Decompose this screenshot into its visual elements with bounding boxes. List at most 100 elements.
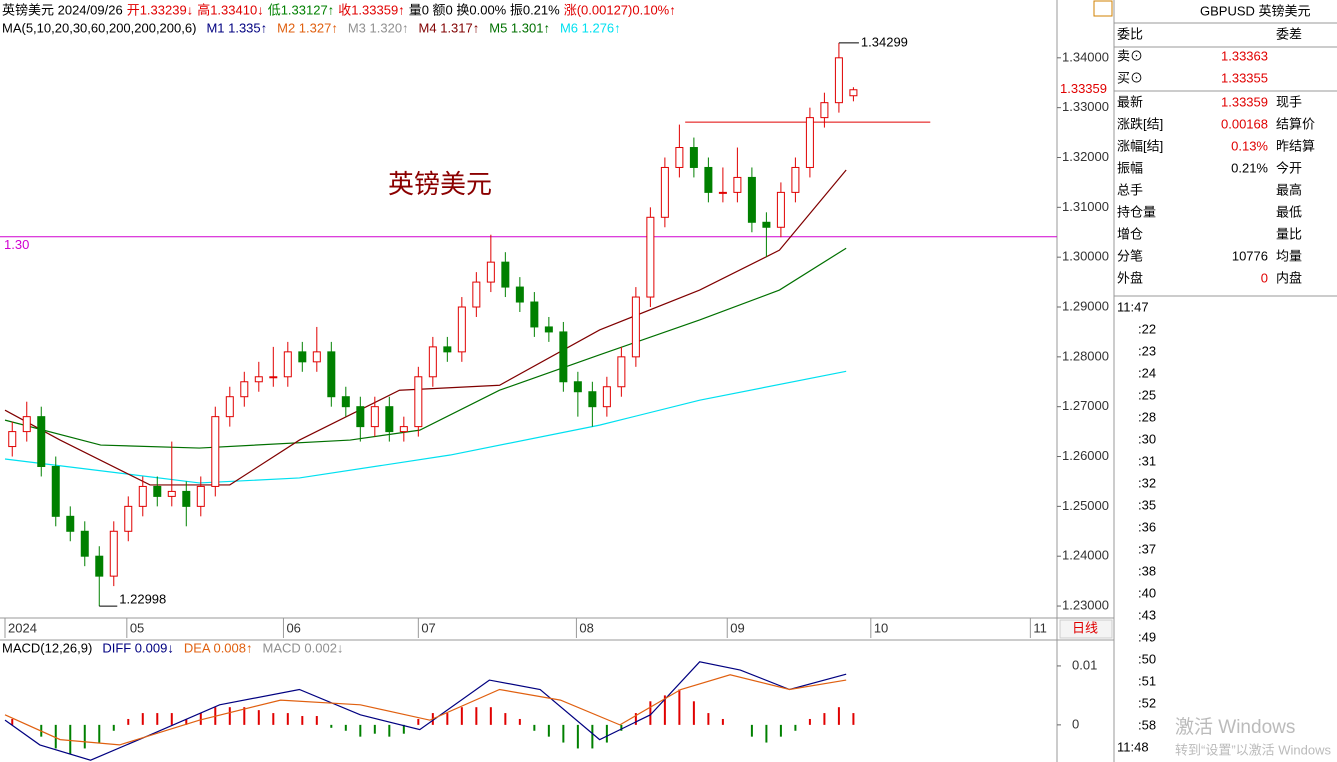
quote-label: 总手 bbox=[1117, 182, 1143, 197]
candle-body bbox=[95, 555, 104, 577]
x-tick-label: 05 bbox=[130, 620, 144, 635]
candle-body bbox=[559, 331, 568, 383]
macd-tick-label: 0 bbox=[1072, 716, 1079, 731]
candle-body bbox=[457, 306, 466, 353]
period-button[interactable] bbox=[1059, 619, 1113, 639]
dea-line bbox=[4, 674, 847, 746]
quote-label-2: 均量 bbox=[1276, 248, 1302, 263]
candle-body bbox=[776, 191, 785, 228]
candle-body bbox=[544, 326, 553, 333]
candle-body bbox=[733, 176, 742, 193]
y-tick-label: 1.33000 bbox=[1062, 99, 1109, 114]
macd-tick-label: 0.01 bbox=[1072, 657, 1097, 672]
candle-body bbox=[298, 351, 307, 363]
quote-value: 0.13% bbox=[1231, 138, 1268, 153]
diff-line bbox=[4, 661, 847, 761]
tick-time: :25 bbox=[1138, 387, 1156, 402]
candle-body bbox=[399, 426, 408, 433]
quote-label-2: 量比 bbox=[1276, 226, 1302, 241]
quote-label-2: 结算价 bbox=[1276, 116, 1315, 131]
header-text: 收1.33359↑ bbox=[338, 2, 405, 17]
candle-body bbox=[573, 381, 582, 393]
y-tick-label: 1.24000 bbox=[1062, 548, 1109, 563]
quote-value: 0.00168 bbox=[1221, 116, 1268, 131]
quote-value: 1.33363 bbox=[1221, 48, 1268, 63]
low-label: 1.22998 bbox=[119, 592, 166, 607]
macd-legend: MACD 0.002↓ bbox=[263, 640, 344, 655]
candle-body bbox=[370, 406, 379, 428]
candle-body bbox=[501, 261, 510, 288]
candle-body bbox=[805, 117, 814, 168]
candle-body bbox=[820, 102, 829, 119]
tick-time: :31 bbox=[1138, 453, 1156, 468]
tick-time: :52 bbox=[1138, 695, 1156, 710]
chart-annotation: 英镑美元 bbox=[388, 169, 492, 199]
header-text: 开1.33239↓ bbox=[127, 2, 194, 17]
period-label: 日线 bbox=[1072, 620, 1098, 635]
tick-time: :43 bbox=[1138, 607, 1156, 622]
quote-label: 持仓量 bbox=[1117, 204, 1156, 219]
candle-body bbox=[66, 515, 75, 532]
candle-body bbox=[80, 530, 89, 557]
header-text: 涨(0.00127)0.10%↑ bbox=[564, 2, 676, 17]
candle-body bbox=[515, 286, 524, 303]
candle-body bbox=[704, 166, 713, 193]
x-tick-label: 2024 bbox=[8, 620, 37, 635]
candle-body bbox=[109, 530, 118, 577]
tick-time: :49 bbox=[1138, 629, 1156, 644]
macd-legend: DEA 0.008↑ bbox=[184, 640, 253, 655]
watermark: 激活 Windows bbox=[1175, 716, 1295, 738]
quote-label: 卖⊙ bbox=[1117, 48, 1143, 63]
tick-time: :23 bbox=[1138, 343, 1156, 358]
quote-value: 1.33355 bbox=[1221, 70, 1268, 85]
quote-label: 外盘 bbox=[1117, 270, 1143, 285]
quote-label-2: 委差 bbox=[1276, 26, 1302, 41]
window-button[interactable] bbox=[1093, 0, 1113, 17]
y-tick-label: 1.25000 bbox=[1062, 498, 1109, 513]
ma-line bbox=[4, 370, 847, 484]
tick-time: 11:47 bbox=[1117, 299, 1149, 314]
candle-body bbox=[283, 351, 292, 378]
ma-line bbox=[4, 247, 847, 449]
tick-time: 11:48 bbox=[1117, 739, 1149, 754]
quote-value: 0.21% bbox=[1231, 160, 1268, 175]
tick-time: :35 bbox=[1138, 497, 1156, 512]
tick-time: :50 bbox=[1138, 651, 1156, 666]
candle-body bbox=[385, 406, 394, 433]
quote-value: 0 bbox=[1261, 270, 1268, 285]
x-tick-label: 11 bbox=[1033, 620, 1047, 635]
ma-label: MA(5,10,20,30,60,200,200,200,6) bbox=[2, 20, 196, 35]
tick-time: :28 bbox=[1138, 409, 1156, 424]
x-tick-label: 10 bbox=[874, 620, 888, 635]
quote-label: 涨幅[结] bbox=[1117, 138, 1163, 153]
candle-body bbox=[588, 391, 597, 408]
tick-time: :38 bbox=[1138, 563, 1156, 578]
quote-label: 分笔 bbox=[1117, 248, 1143, 263]
tick-time: :58 bbox=[1138, 717, 1156, 732]
candle-body bbox=[312, 351, 321, 363]
x-tick-label: 08 bbox=[579, 620, 593, 635]
last-price: 1.33359 bbox=[1060, 81, 1107, 96]
candle-body bbox=[153, 485, 162, 497]
tick-time: :24 bbox=[1138, 365, 1156, 380]
tick-time: :51 bbox=[1138, 673, 1156, 688]
header-text: 英镑美元 2024/09/26 bbox=[2, 2, 123, 17]
candle-body bbox=[124, 505, 133, 532]
tick-time: :30 bbox=[1138, 431, 1156, 446]
quote-label-2: 今开 bbox=[1276, 160, 1302, 175]
tick-time: :22 bbox=[1138, 321, 1156, 336]
y-tick-label: 1.26000 bbox=[1062, 448, 1109, 463]
candle-body bbox=[182, 490, 191, 507]
quote-label-2: 现手 bbox=[1276, 94, 1302, 109]
ma-legend-item: M4 1.317↑ bbox=[419, 20, 480, 35]
quote-label: 振幅 bbox=[1117, 160, 1143, 175]
high-label: 1.34299 bbox=[861, 34, 908, 49]
candle-body bbox=[211, 416, 220, 487]
quote-label: 委比 bbox=[1117, 26, 1143, 41]
x-tick-label: 09 bbox=[730, 620, 744, 635]
header-text: 低1.33127↑ bbox=[268, 2, 335, 17]
tick-time: :37 bbox=[1138, 541, 1156, 556]
tick-time: :36 bbox=[1138, 519, 1156, 534]
quote-label: 涨跌[结] bbox=[1117, 116, 1163, 131]
